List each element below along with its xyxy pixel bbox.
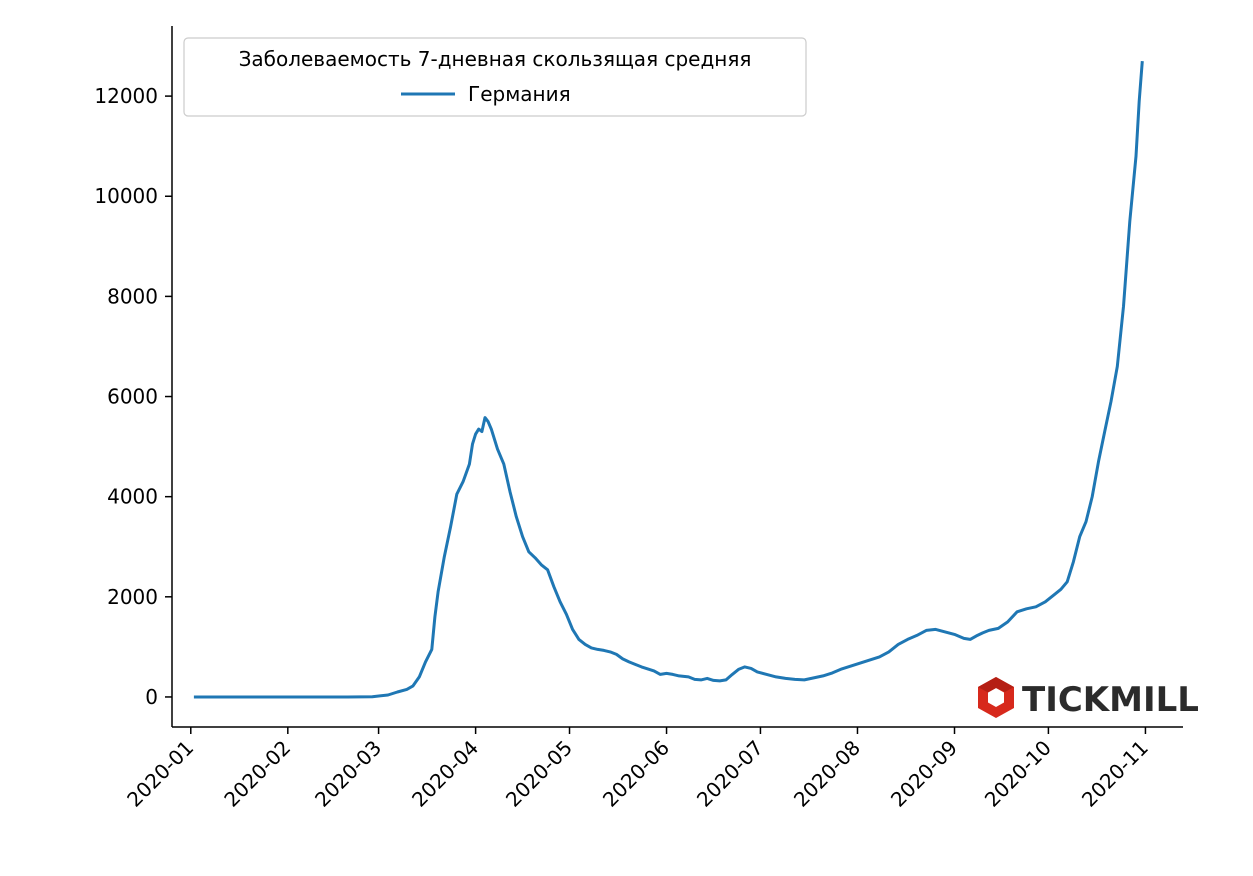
x-tick-label: 2020-07 xyxy=(692,736,768,812)
legend: Заболеваемость 7-дневная скользящая сред… xyxy=(183,37,807,117)
y-tick-label: 12000 xyxy=(94,84,158,108)
legend-label-germany: Германия xyxy=(468,82,571,106)
y-tick-label: 4000 xyxy=(107,485,158,509)
y-ticks: 0 2000 4000 6000 8000 10000 12000 xyxy=(94,84,172,709)
x-tick-label: 2020-02 xyxy=(219,736,295,812)
x-tick-label: 2020-01 xyxy=(122,736,198,812)
x-tick-label: 2020-04 xyxy=(407,736,483,812)
y-tick-label: 2000 xyxy=(107,585,158,609)
tickmill-logo: TICKMILL xyxy=(978,677,1199,720)
series-line-germany xyxy=(193,60,1144,699)
x-tick-label: 2020-09 xyxy=(886,736,962,812)
x-ticks: 2020-01 2020-02 2020-03 2020-04 2020-05 2020-… xyxy=(122,727,1153,812)
y-tick-label: 10000 xyxy=(94,184,158,208)
x-tick-label: 2020-06 xyxy=(598,736,674,812)
y-tick-label: 8000 xyxy=(107,284,158,308)
y-tick-label: 6000 xyxy=(107,385,158,409)
legend-title: Заболеваемость 7-дневная скользящая сред… xyxy=(239,47,752,71)
tickmill-hexagon-icon xyxy=(978,677,1014,718)
y-tick-label: 0 xyxy=(145,685,158,709)
logo-text: TICKMILL xyxy=(1022,680,1199,720)
x-tick-label: 2020-08 xyxy=(789,736,865,812)
x-tick-label: 2020-05 xyxy=(501,736,577,812)
series-layer xyxy=(193,60,1144,699)
x-tick-label: 2020-03 xyxy=(310,736,386,812)
x-tick-label: 2020-10 xyxy=(980,736,1056,812)
plot-area xyxy=(171,26,1183,728)
legend-box xyxy=(183,37,807,117)
x-tick-label: 2020-11 xyxy=(1077,736,1153,812)
